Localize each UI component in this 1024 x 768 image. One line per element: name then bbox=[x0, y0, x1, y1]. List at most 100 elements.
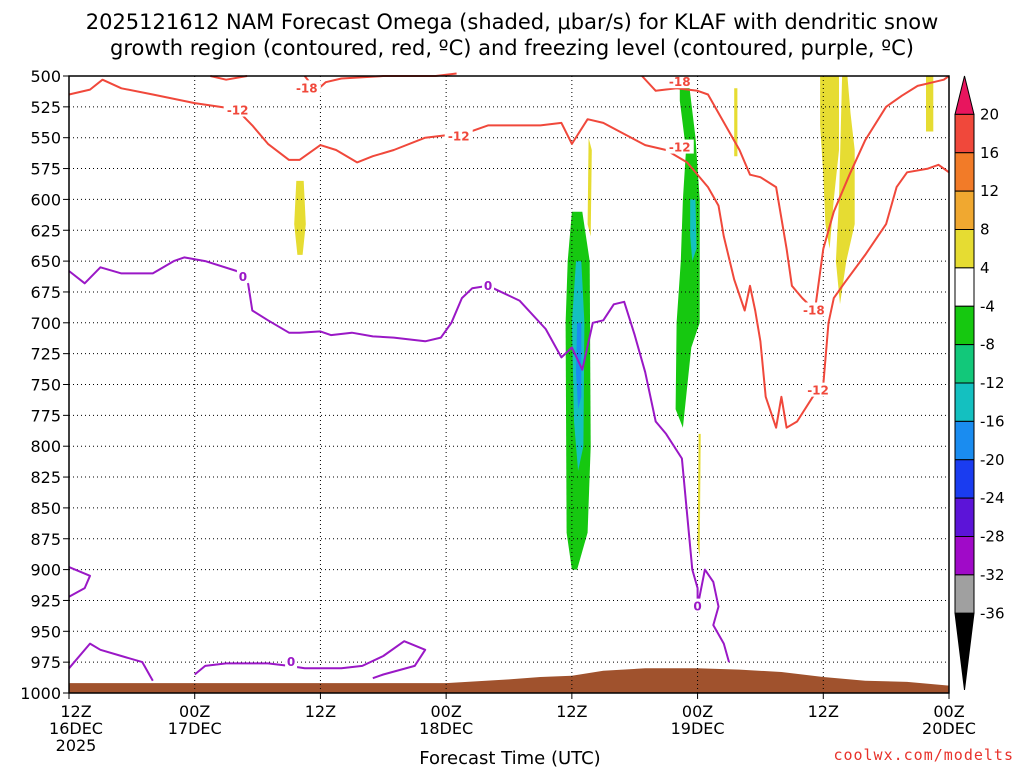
colorbar-label-7: -12 bbox=[980, 374, 1005, 392]
red-contour-label-4: -12 bbox=[669, 141, 691, 155]
colorbar-segment-7 bbox=[954, 344, 975, 384]
y-tick-label-625: 625 bbox=[30, 221, 61, 240]
red-contour-label-5: -18 bbox=[803, 303, 825, 317]
contour-layer bbox=[68, 72, 950, 682]
purple-contour-label-1: 0 bbox=[484, 279, 492, 293]
red-label-bg-1 bbox=[223, 102, 252, 117]
omega-region-9 bbox=[820, 76, 839, 249]
colorbar-segment-1 bbox=[954, 113, 975, 154]
omega-region-11 bbox=[926, 76, 934, 132]
colorbar-label-3: 8 bbox=[980, 221, 990, 239]
colorbar-segment-13 bbox=[954, 574, 975, 614]
red-label-bg-6 bbox=[804, 382, 833, 397]
chart-title-line2: growth region (contoured, red, ºC) and f… bbox=[110, 36, 914, 60]
terrain-layer bbox=[69, 668, 949, 693]
y-tick-label-800: 800 bbox=[30, 437, 61, 456]
purple-label-bg-2 bbox=[285, 654, 298, 669]
colorbar-segment-3 bbox=[954, 190, 975, 230]
x-tick-label-0-1: 16DEC bbox=[49, 719, 103, 738]
y-tick-label-525: 525 bbox=[30, 98, 61, 117]
contour-line-6 bbox=[194, 640, 427, 680]
colorbar-segment-5 bbox=[954, 267, 975, 307]
purple-contour-label-0: 0 bbox=[239, 270, 247, 284]
axes-layer: 500 525 550 575 600 625 650 675 700 725 750 775 800 8… bbox=[20, 67, 976, 755]
plot-frame bbox=[68, 75, 950, 694]
red-label-bg-2 bbox=[444, 128, 473, 143]
colorbar-segment-6 bbox=[954, 305, 975, 346]
red-label-bg-3 bbox=[665, 74, 694, 89]
colorbar-bottom-arrow bbox=[954, 612, 975, 691]
omega-region-5 bbox=[294, 180, 306, 255]
omega-region-3 bbox=[675, 76, 700, 428]
purple-contour-label-2: 0 bbox=[287, 655, 295, 669]
y-tick-label-875: 875 bbox=[30, 530, 61, 549]
red-label-bg-0 bbox=[292, 80, 321, 95]
omega-region-10 bbox=[835, 76, 855, 305]
x-tick-label-1-0: 00Z bbox=[179, 702, 210, 721]
x-tick-label-2-0: 12Z bbox=[305, 702, 336, 721]
colorbar-segment-4 bbox=[954, 229, 975, 269]
chart-title-line1: 2025121612 NAM Forecast Omega (shaded, μ… bbox=[86, 10, 939, 34]
colorbar-label-0: 20 bbox=[980, 105, 999, 123]
colorbar-label-12: -32 bbox=[980, 566, 1005, 584]
colorbar-segment-11 bbox=[954, 497, 975, 537]
grid-layer bbox=[69, 76, 949, 693]
colorbar-label-9: -20 bbox=[980, 451, 1005, 469]
x-tick-label-6-0: 12Z bbox=[808, 702, 839, 721]
y-tick-label-900: 900 bbox=[30, 561, 61, 580]
colorbar-top-arrow bbox=[954, 75, 975, 115]
colorbar-segment-8 bbox=[954, 382, 975, 422]
x-tick-label-0-0: 12Z bbox=[60, 702, 91, 721]
colorbar-label-11: -28 bbox=[980, 528, 1005, 546]
colorbar-label-8: -16 bbox=[980, 412, 1005, 430]
y-tick-label-775: 775 bbox=[30, 406, 61, 425]
source-credit: coolwx.com/modelts bbox=[833, 746, 1014, 764]
terrain-area bbox=[69, 668, 949, 693]
x-tick-label-7-1: 20DEC bbox=[922, 719, 976, 738]
purple-contour-label-3: 0 bbox=[693, 600, 701, 614]
omega-region-2 bbox=[576, 322, 582, 410]
colorbar-label-13: -36 bbox=[980, 604, 1005, 622]
red-contour-label-6: -12 bbox=[807, 384, 829, 398]
y-tick-label-950: 950 bbox=[30, 622, 61, 641]
x-tick-label-4-0: 12Z bbox=[556, 702, 587, 721]
omega-region-7 bbox=[697, 433, 701, 558]
contour-line-1 bbox=[210, 75, 248, 81]
colorbar-label-1: 16 bbox=[980, 144, 999, 162]
y-tick-label-550: 550 bbox=[30, 129, 61, 148]
y-tick-label-825: 825 bbox=[30, 468, 61, 487]
red-label-bg-5 bbox=[799, 302, 828, 317]
y-tick-label-925: 925 bbox=[30, 591, 61, 610]
contour-line-0 bbox=[68, 78, 950, 429]
red-contour-label-0: -18 bbox=[296, 81, 318, 95]
colorbar-label-6: -8 bbox=[980, 336, 995, 354]
y-tick-label-725: 725 bbox=[30, 345, 61, 364]
x-tick-label-5-1: 19DEC bbox=[671, 719, 725, 738]
red-contour-label-2: -12 bbox=[448, 129, 470, 143]
contour-line-4 bbox=[68, 256, 730, 663]
colorbar-segment-12 bbox=[954, 536, 975, 576]
purple-label-bg-0 bbox=[236, 269, 249, 284]
x-axis-label: Forecast Time (UTC) bbox=[419, 748, 600, 768]
omega-region-6 bbox=[587, 137, 592, 237]
y-tick-label-600: 600 bbox=[30, 190, 61, 209]
y-tick-label-975: 975 bbox=[30, 653, 61, 672]
y-tick-label-750: 750 bbox=[30, 376, 61, 395]
x-tick-label-0-2: 2025 bbox=[56, 736, 97, 755]
colorbar-label-10: -24 bbox=[980, 489, 1005, 507]
y-tick-label-1000: 1000 bbox=[20, 684, 61, 703]
y-tick-label-575: 575 bbox=[30, 160, 61, 179]
x-tick-label-7-0: 00Z bbox=[933, 702, 964, 721]
colorbar-label-5: -4 bbox=[980, 297, 995, 315]
colorbar-segment-9 bbox=[954, 420, 975, 461]
colorbar-segment-2 bbox=[954, 152, 975, 192]
red-contour-label-3: -18 bbox=[669, 75, 691, 89]
red-contour-label-1: -12 bbox=[227, 104, 249, 118]
y-tick-label-675: 675 bbox=[30, 283, 61, 302]
y-tick-label-700: 700 bbox=[30, 314, 61, 333]
y-tick-label-500: 500 bbox=[30, 67, 61, 86]
colorbar-label-4: 4 bbox=[980, 259, 990, 277]
x-tick-label-3-1: 18DEC bbox=[419, 719, 473, 738]
